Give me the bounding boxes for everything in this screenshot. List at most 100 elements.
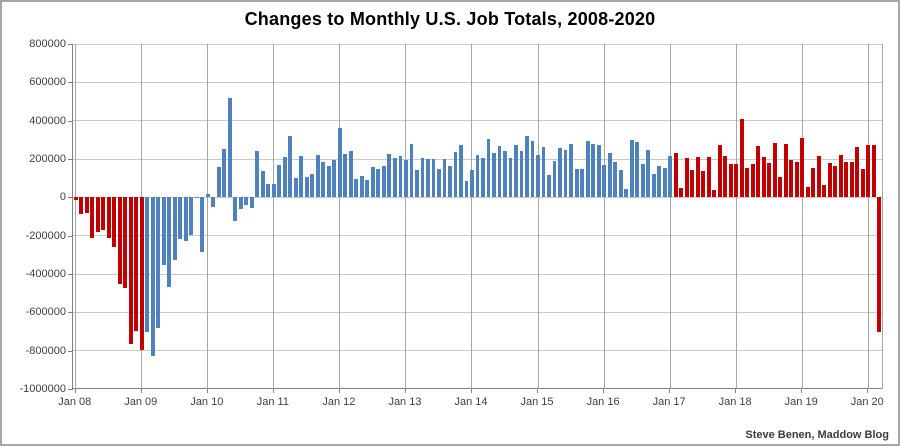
bar-2018-09 xyxy=(778,176,783,198)
bar-2018-08 xyxy=(772,142,777,198)
bar-2016-08 xyxy=(640,163,645,198)
y-tick-mark xyxy=(68,82,73,84)
bar-2011-01 xyxy=(271,183,276,198)
bar-2009-03 xyxy=(150,197,155,356)
bar-2008-04 xyxy=(90,197,95,239)
bar-2010-02 xyxy=(211,197,216,207)
bar-2014-11 xyxy=(525,135,529,198)
bar-2009-06 xyxy=(167,197,172,287)
bar-2010-01 xyxy=(205,193,210,198)
bar-2017-09 xyxy=(712,190,717,198)
bar-2019-06 xyxy=(827,163,832,198)
bar-2013-01 xyxy=(404,159,408,198)
bar-2008-05 xyxy=(95,197,100,233)
bar-2009-12 xyxy=(200,197,205,252)
y-tick-mark xyxy=(68,350,73,352)
bar-2018-03 xyxy=(745,167,750,198)
x-tick-mark xyxy=(801,389,803,393)
y-gridline xyxy=(73,273,882,275)
x-gridline xyxy=(537,44,539,389)
bar-2010-07 xyxy=(238,197,243,210)
bar-2012-08 xyxy=(376,168,381,198)
bar-2008-11 xyxy=(128,197,133,344)
bar-2010-06 xyxy=(233,197,238,221)
x-gridline xyxy=(735,44,737,389)
bar-2013-07 xyxy=(437,168,441,198)
bar-2012-11 xyxy=(392,158,397,198)
x-tick-label: Jan 09 xyxy=(124,396,158,408)
bar-2010-12 xyxy=(266,183,271,198)
bar-2013-06 xyxy=(431,158,436,198)
bar-2017-01 xyxy=(668,155,673,198)
bar-2020-01 xyxy=(866,145,871,198)
bar-2014-06 xyxy=(497,146,502,198)
x-gridline xyxy=(669,44,671,389)
x-tick-mark xyxy=(867,389,869,393)
bar-2009-09 xyxy=(183,197,188,241)
x-tick-label: Jan 18 xyxy=(718,396,752,408)
x-tick-mark xyxy=(140,389,142,393)
bar-2016-07 xyxy=(635,141,640,198)
x-tick-label: Jan 20 xyxy=(850,396,884,408)
x-gridline xyxy=(867,44,869,389)
bar-2018-10 xyxy=(783,144,788,198)
bar-2012-07 xyxy=(370,166,375,198)
bar-2008-12 xyxy=(134,197,139,331)
bar-2011-03 xyxy=(282,156,287,198)
bar-2014-04 xyxy=(486,139,491,198)
bar-2011-08 xyxy=(310,173,315,198)
bar-2015-08 xyxy=(574,168,579,198)
bar-2013-09 xyxy=(448,165,452,198)
bar-2013-11 xyxy=(459,144,463,198)
bar-2017-02 xyxy=(673,152,678,198)
bar-2013-05 xyxy=(426,159,430,198)
bar-2012-04 xyxy=(354,178,359,198)
y-tick-label: 200000 xyxy=(29,153,66,165)
x-tick-label: Jan 12 xyxy=(322,396,356,408)
bar-2017-08 xyxy=(706,157,711,198)
bar-2009-05 xyxy=(161,197,166,266)
x-tick-label: Jan 17 xyxy=(652,396,686,408)
bar-2010-05 xyxy=(227,98,232,198)
plot-area xyxy=(72,43,883,389)
bar-2015-10 xyxy=(585,140,590,198)
bar-2012-06 xyxy=(365,180,370,198)
y-gridline xyxy=(73,350,882,352)
y-tick-label: 800000 xyxy=(29,38,66,50)
credit-line: Steve Benen, Maddow Blog xyxy=(745,429,889,441)
bar-2008-02 xyxy=(79,197,84,214)
x-tick-mark xyxy=(74,389,76,393)
bar-2012-10 xyxy=(387,154,392,198)
x-gridline xyxy=(75,44,77,389)
x-tick-mark xyxy=(272,389,274,393)
bar-2009-11 xyxy=(194,197,199,199)
bar-2018-05 xyxy=(756,145,761,198)
bar-2008-10 xyxy=(123,197,128,289)
bar-2017-11 xyxy=(723,155,728,198)
y-tick-mark xyxy=(68,197,73,199)
x-tick-label: Jan 10 xyxy=(190,396,224,408)
bar-2017-03 xyxy=(679,187,684,198)
bar-2012-12 xyxy=(398,156,403,198)
bar-2010-08 xyxy=(244,197,249,206)
bar-2017-10 xyxy=(717,145,722,198)
bar-2018-04 xyxy=(750,163,755,198)
bar-2012-03 xyxy=(348,150,353,198)
y-gridline xyxy=(73,43,882,45)
bar-2014-01 xyxy=(470,169,474,198)
bar-2020-03 xyxy=(877,197,882,332)
bar-2019-12 xyxy=(860,169,865,198)
bar-2012-01 xyxy=(337,128,342,198)
x-gridline xyxy=(801,44,803,389)
x-tick-mark xyxy=(669,389,671,393)
y-gridline xyxy=(73,81,882,83)
bar-2013-03 xyxy=(415,170,419,198)
bar-2018-01 xyxy=(734,163,739,198)
bar-2016-12 xyxy=(662,167,667,198)
bar-2010-04 xyxy=(222,149,227,198)
bar-2011-11 xyxy=(326,165,331,198)
bar-2016-03 xyxy=(613,161,618,198)
bar-2015-07 xyxy=(569,144,573,198)
bar-2016-10 xyxy=(651,173,656,198)
